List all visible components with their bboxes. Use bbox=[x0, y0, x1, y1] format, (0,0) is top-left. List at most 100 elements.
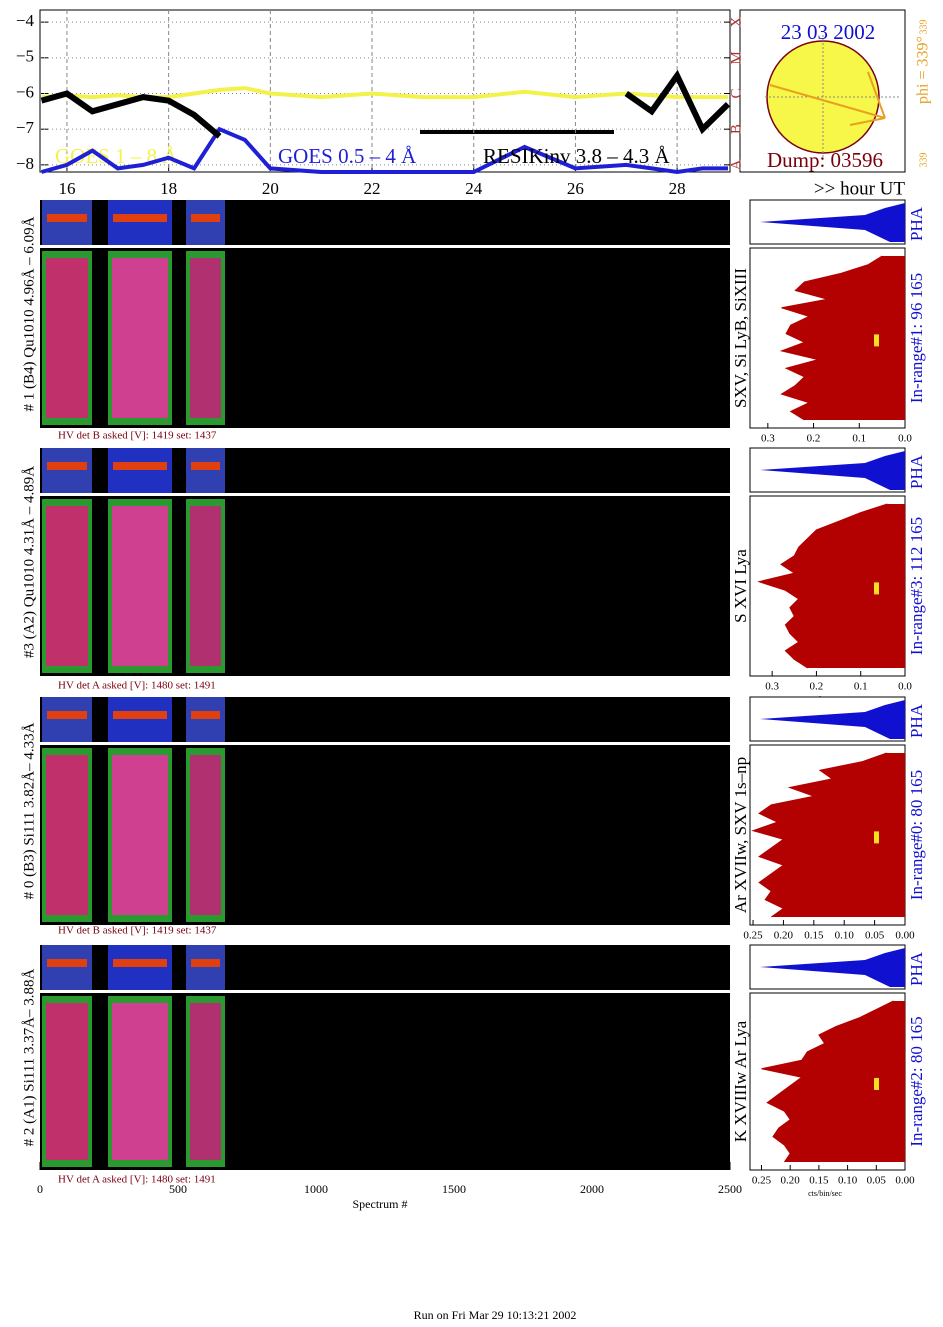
x-tick-label: 0.15 bbox=[804, 930, 824, 942]
line-label: SXV, Si LyB, SiXIII bbox=[731, 268, 750, 408]
pha-band bbox=[186, 945, 225, 990]
pha-band bbox=[113, 711, 167, 719]
area-line bbox=[751, 752, 887, 918]
x-tick-label: 0.15 bbox=[809, 1175, 829, 1187]
sun-phi-sup: 339 bbox=[918, 20, 929, 35]
pha-curve bbox=[760, 948, 905, 987]
sun-frame bbox=[739, 9, 906, 173]
class-label: X bbox=[728, 17, 744, 28]
pha-band bbox=[47, 462, 87, 470]
class-label: C bbox=[728, 88, 744, 98]
x-tick-label: 0.05 bbox=[867, 1175, 887, 1187]
hv-label: HV det B asked [V]: 1419 set: 1437 bbox=[58, 430, 217, 442]
x-tick-label: 26 bbox=[567, 179, 584, 198]
series-line bbox=[41, 86, 728, 100]
spec-band bbox=[112, 1003, 168, 1160]
sun-corner: 339 bbox=[918, 153, 929, 168]
x-tick-label: 20 bbox=[262, 179, 279, 198]
in-range: In-range#0: 80 165 bbox=[907, 770, 926, 900]
x-tick-label: 2000 bbox=[580, 1182, 604, 1196]
x-tick-label: 0.25 bbox=[752, 1175, 772, 1187]
x-tick-label: 0.1 bbox=[854, 681, 868, 693]
x-tick-label: 0.10 bbox=[838, 1175, 858, 1187]
class-label: A bbox=[728, 159, 744, 170]
y-tick-label: −6 bbox=[16, 82, 34, 101]
line-label: Ar XVIIw, SXV 1s–np bbox=[731, 757, 750, 913]
pha-label: PHA bbox=[907, 454, 926, 489]
panel-label: #3 (A2) Qu1010 4.31Å – 4.89Å bbox=[21, 466, 37, 658]
spec-band bbox=[190, 1003, 221, 1160]
area-line bbox=[761, 1000, 894, 1163]
spec-band bbox=[190, 755, 221, 915]
series-line bbox=[40, 69, 731, 139]
pha-label: PHA bbox=[907, 951, 926, 986]
pha-band bbox=[42, 697, 92, 742]
x-tick-label: 18 bbox=[160, 179, 177, 198]
legend-label: RESIKinv 3.8 – 4.3 Å bbox=[483, 144, 671, 168]
x-tick-label: 0.10 bbox=[835, 930, 855, 942]
marker bbox=[874, 334, 879, 347]
x-tick-label: 0.20 bbox=[774, 930, 794, 942]
footer: Run on Fri Mar 29 10:13:21 2002 bbox=[414, 1308, 577, 1322]
x-tick-label: 0 bbox=[37, 1182, 43, 1196]
pha-band bbox=[191, 214, 220, 222]
x-tick-label: 2500 bbox=[718, 1182, 742, 1196]
x-tick-label: 0.1 bbox=[852, 433, 866, 445]
spec-band bbox=[112, 755, 168, 915]
sun-arrow bbox=[849, 117, 886, 126]
pha-label: PHA bbox=[907, 703, 926, 738]
x-tick-label: 0.00 bbox=[895, 1175, 915, 1187]
pha-band bbox=[186, 200, 225, 245]
class-label: M bbox=[728, 51, 744, 64]
pha-band bbox=[47, 711, 87, 719]
x-tick-label: 0.0 bbox=[898, 433, 912, 445]
pha-curve bbox=[760, 700, 905, 739]
x-tick-label: 1500 bbox=[442, 1182, 466, 1196]
marker bbox=[874, 1077, 879, 1090]
sun-date: 23 03 2002 bbox=[781, 20, 876, 44]
y-tick-label: −8 bbox=[16, 154, 34, 173]
pha-band bbox=[108, 945, 172, 990]
in-range: In-range#2: 80 165 bbox=[907, 1016, 926, 1146]
pha-band bbox=[42, 448, 92, 493]
spec-band bbox=[112, 506, 168, 666]
panel-label: # 1 (B4) Qu1010 4.96Å – 6.09Å bbox=[21, 216, 37, 411]
pha-band bbox=[191, 959, 220, 967]
pha-band bbox=[191, 462, 220, 470]
hv-label: HV det B asked [V]: 1419 set: 1437 bbox=[58, 925, 217, 937]
spec-band bbox=[46, 506, 88, 666]
pha-band bbox=[186, 448, 225, 493]
pha-band bbox=[186, 697, 225, 742]
panel-label: # 0 (B3) Si111 3.82Å– 4.33Å bbox=[21, 722, 37, 899]
pha-band bbox=[42, 945, 92, 990]
area-fill bbox=[781, 256, 905, 420]
x-tick-label: 0.00 bbox=[895, 930, 915, 942]
x-tick-label: 0.3 bbox=[765, 681, 779, 693]
area-line bbox=[779, 255, 883, 421]
in-range: In-range#1: 96 165 bbox=[907, 273, 926, 403]
legend-label: GOES 0.5 – 4 Å bbox=[278, 144, 417, 168]
x-tick-label: 28 bbox=[669, 179, 686, 198]
spec-band bbox=[190, 258, 221, 418]
sun-arrow bbox=[769, 84, 886, 119]
y-tick-label: −7 bbox=[16, 118, 35, 137]
legend-label: GOES 1 – 8 Å bbox=[55, 144, 178, 168]
in-range: In-range#3: 112 165 bbox=[907, 517, 926, 655]
pha-band bbox=[47, 959, 87, 967]
x-tick-label: 16 bbox=[58, 179, 75, 198]
line-label: K XVIIIw Ar Lya bbox=[731, 1020, 750, 1142]
x-axis-label: cts/bin/sec bbox=[808, 1189, 842, 1198]
sun-dump: Dump: 03596 bbox=[767, 148, 883, 172]
pha-label: PHA bbox=[907, 206, 926, 241]
spec-band bbox=[46, 258, 88, 418]
x-tick-label: 0.20 bbox=[781, 1175, 801, 1187]
spec-band bbox=[46, 755, 88, 915]
x-tick-label: 500 bbox=[169, 1182, 187, 1196]
hv-label: HV det A asked [V]: 1480 set: 1491 bbox=[58, 680, 216, 692]
pha-band bbox=[108, 200, 172, 245]
x-tick-label: 24 bbox=[465, 179, 483, 198]
x-axis-label: Spectrum # bbox=[353, 1197, 408, 1211]
series-line bbox=[40, 126, 728, 175]
hv-label: HV det A asked [V]: 1480 set: 1491 bbox=[58, 1174, 216, 1186]
